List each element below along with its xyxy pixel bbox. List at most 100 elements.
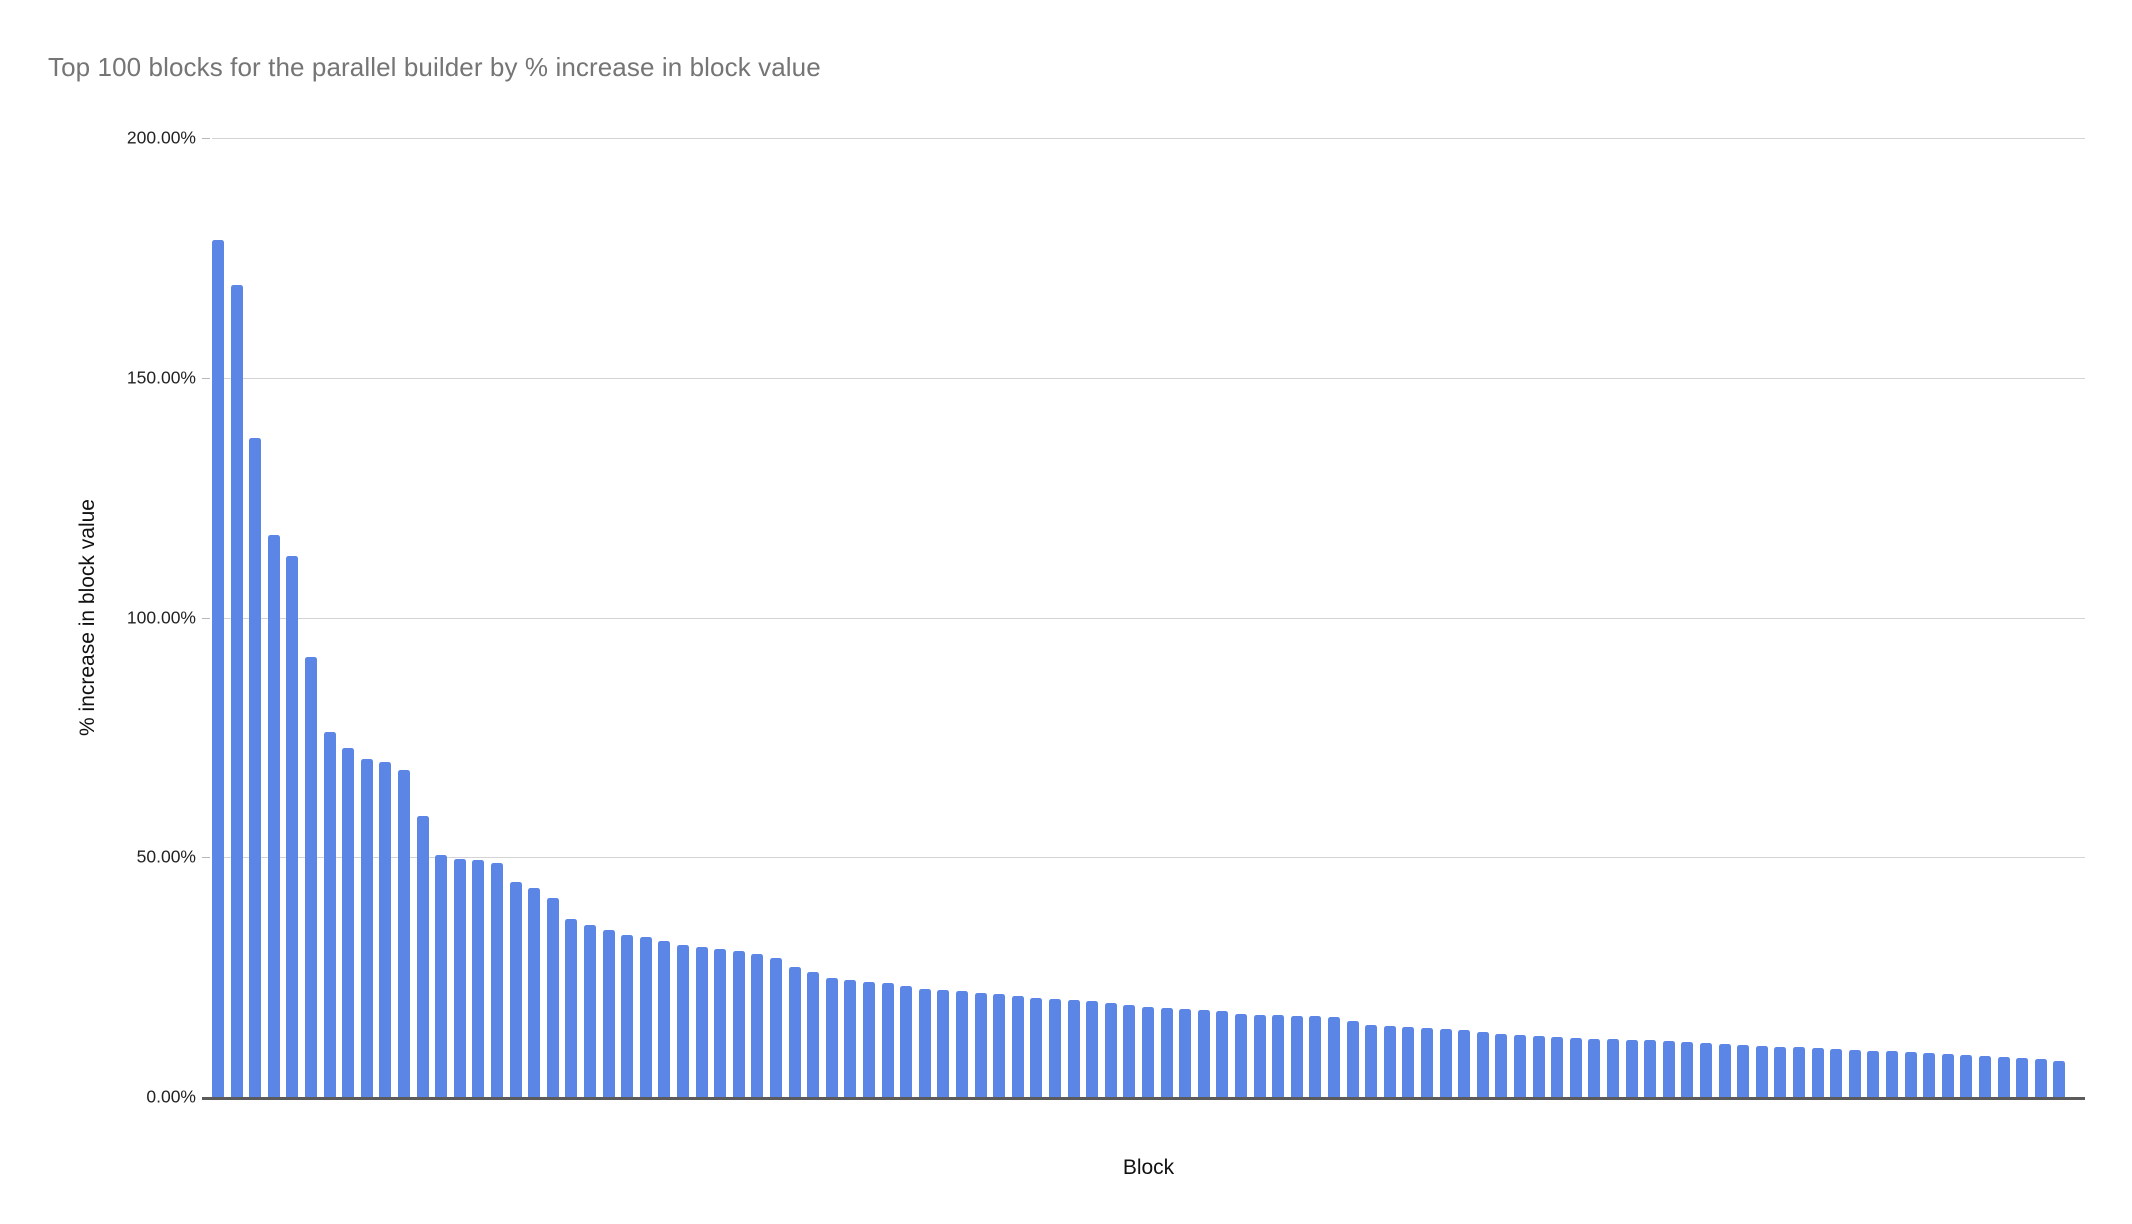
bar[interactable] <box>1737 1044 1750 1097</box>
bar[interactable] <box>807 972 820 1097</box>
bar[interactable] <box>918 989 931 1097</box>
bar[interactable] <box>1997 1057 2010 1097</box>
bar[interactable] <box>1495 1033 1508 1097</box>
bar[interactable] <box>1681 1042 1694 1097</box>
bar[interactable] <box>1960 1055 1973 1097</box>
bar[interactable] <box>1086 1001 1099 1097</box>
bar[interactable] <box>1383 1026 1396 1097</box>
bar[interactable] <box>2053 1060 2066 1097</box>
bar[interactable] <box>1123 1005 1136 1097</box>
bar[interactable] <box>1309 1016 1322 1097</box>
bar[interactable] <box>1644 1040 1657 1097</box>
bar[interactable] <box>1662 1041 1675 1097</box>
bar[interactable] <box>1253 1014 1266 1097</box>
bar[interactable] <box>1142 1007 1154 1097</box>
bar[interactable] <box>1421 1027 1433 1097</box>
bar[interactable] <box>1607 1038 1619 1097</box>
bar[interactable] <box>2034 1059 2047 1097</box>
bar[interactable] <box>249 437 262 1097</box>
bar[interactable] <box>1755 1045 1768 1097</box>
bar[interactable] <box>714 949 727 1097</box>
bar[interactable] <box>695 946 708 1097</box>
bar[interactable] <box>788 967 801 1097</box>
bar[interactable] <box>881 983 894 1097</box>
bar[interactable] <box>1867 1050 1880 1097</box>
bar[interactable] <box>1346 1021 1359 1097</box>
bar[interactable] <box>1904 1052 1917 1097</box>
bar[interactable] <box>1160 1008 1173 1097</box>
bar[interactable] <box>1830 1049 1843 1097</box>
bar[interactable] <box>342 747 355 1097</box>
bar[interactable] <box>1439 1028 1452 1097</box>
bar[interactable] <box>1514 1035 1526 1097</box>
bar[interactable] <box>1049 999 1061 1097</box>
bar[interactable] <box>212 240 224 1097</box>
bar[interactable] <box>1476 1031 1489 1097</box>
bar[interactable] <box>491 862 503 1097</box>
bar[interactable] <box>398 770 410 1097</box>
bar[interactable] <box>1011 996 1024 1097</box>
bar[interactable] <box>1216 1010 1229 1097</box>
bar[interactable] <box>937 990 950 1097</box>
bar[interactable] <box>1811 1048 1824 1097</box>
bar[interactable] <box>1290 1015 1303 1097</box>
bar[interactable] <box>1793 1047 1805 1097</box>
bar[interactable] <box>230 284 243 1097</box>
bar[interactable] <box>602 930 615 1097</box>
bar[interactable] <box>1235 1013 1247 1097</box>
bar[interactable] <box>732 951 745 1097</box>
bar[interactable] <box>584 925 596 1097</box>
bar[interactable] <box>305 656 317 1097</box>
bar[interactable] <box>472 860 485 1097</box>
bar[interactable] <box>1067 999 1080 1097</box>
bar[interactable] <box>1886 1051 1898 1097</box>
bar[interactable] <box>751 953 764 1097</box>
bar[interactable] <box>1104 1003 1117 1097</box>
bar[interactable] <box>1774 1046 1787 1097</box>
bar[interactable] <box>900 985 913 1097</box>
bar[interactable] <box>974 992 987 1097</box>
bar[interactable] <box>1588 1038 1601 1097</box>
bar[interactable] <box>379 761 392 1097</box>
bar[interactable] <box>1551 1037 1564 1097</box>
bar[interactable] <box>435 855 448 1097</box>
bar[interactable] <box>565 918 578 1097</box>
bar[interactable] <box>1030 997 1043 1097</box>
bar[interactable] <box>956 991 968 1097</box>
bar[interactable] <box>1979 1056 1991 1097</box>
bar[interactable] <box>528 888 541 1097</box>
bar[interactable] <box>1532 1036 1545 1097</box>
bar[interactable] <box>1328 1017 1340 1097</box>
bar[interactable] <box>509 882 522 1097</box>
bar[interactable] <box>1923 1053 1936 1097</box>
bar[interactable] <box>677 945 689 1097</box>
bar[interactable] <box>1402 1027 1415 1097</box>
bar[interactable] <box>546 898 559 1097</box>
bar[interactable] <box>825 978 838 1097</box>
bar[interactable] <box>1848 1050 1861 1097</box>
bar[interactable] <box>1718 1044 1731 1097</box>
bar[interactable] <box>1365 1025 1378 1097</box>
bar[interactable] <box>360 759 373 1097</box>
bar[interactable] <box>863 981 875 1097</box>
bar[interactable] <box>267 535 280 1097</box>
bar[interactable] <box>416 816 429 1097</box>
bar[interactable] <box>621 934 634 1097</box>
bar[interactable] <box>993 994 1006 1097</box>
bar[interactable] <box>286 556 299 1097</box>
bar[interactable] <box>1272 1015 1285 1097</box>
bar[interactable] <box>1941 1054 1954 1097</box>
bar[interactable] <box>770 958 782 1097</box>
bar[interactable] <box>1569 1037 1582 1097</box>
bar[interactable] <box>1179 1009 1192 1097</box>
bar[interactable] <box>1458 1029 1471 1097</box>
bar[interactable] <box>639 937 652 1097</box>
bar[interactable] <box>2016 1058 2029 1097</box>
bar[interactable] <box>453 859 466 1097</box>
bar[interactable] <box>1625 1039 1638 1097</box>
bar[interactable] <box>1197 1009 1210 1097</box>
bar[interactable] <box>1700 1043 1712 1097</box>
bar[interactable] <box>658 940 671 1097</box>
bar[interactable] <box>323 731 336 1097</box>
bar[interactable] <box>844 980 857 1097</box>
